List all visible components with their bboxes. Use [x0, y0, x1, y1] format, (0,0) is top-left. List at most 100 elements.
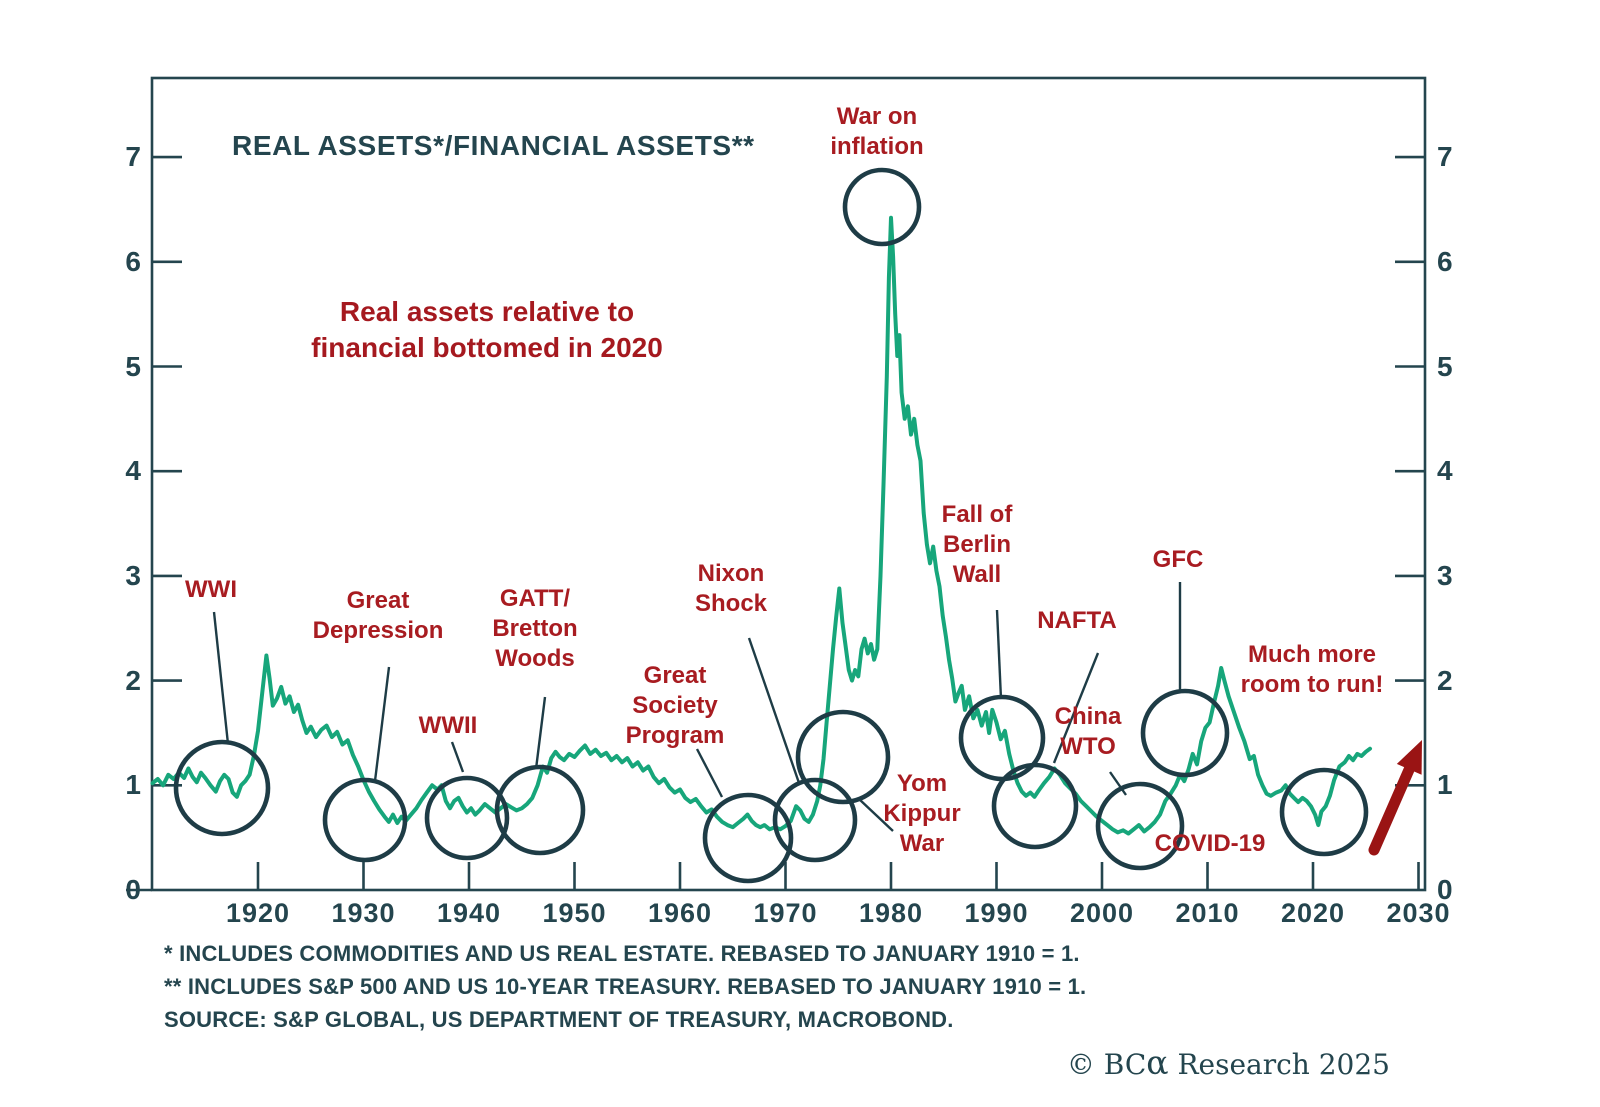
chart-subtitle: Real assets relative to financial bottom…: [311, 294, 663, 366]
x-axis-label-2010: 2010: [1175, 898, 1240, 928]
copyright-alpha: α: [1146, 1043, 1169, 1082]
y-axis-label-left-7: 7: [125, 141, 142, 173]
annotation-circle-war-on-inflation: [842, 167, 922, 247]
chart-subtitle-line-2: financial bottomed in 2020: [311, 332, 663, 363]
x-axis-label-1920: 1920: [225, 898, 291, 928]
annotation-label-gfc: GFC: [1153, 545, 1204, 575]
annotation-label-war-on-inflation: War on inflation: [830, 102, 923, 162]
annotation-label-gatt-bretton-woods: GATT/Bretton Woods: [492, 584, 577, 674]
annotation-label-line: Kippur: [883, 800, 961, 827]
y-axis-label-left-1: 1: [125, 769, 142, 801]
y-axis-label-right-4: 4: [1437, 455, 1454, 487]
annotation-label-line: Woods: [495, 645, 575, 672]
copyright-suffix: Research 2025: [1168, 1048, 1390, 1081]
annotation-pointer-nafta: [1052, 652, 1100, 764]
annotation-pointer-yom-kippur: [858, 798, 894, 832]
annotation-circle-covid-19: [1279, 767, 1369, 857]
annotation-label-line: inflation: [830, 133, 924, 160]
annotation-label-covid-19: COVID-19: [1155, 829, 1266, 859]
plot-frame: [150, 76, 1427, 892]
annotation-label-much-more-room: Much more room to run!: [1241, 640, 1384, 700]
x-axis-label-1960: 1960: [647, 898, 713, 928]
annotation-pointer-great-depression: [373, 666, 391, 782]
y-axis-label-right-1: 1: [1437, 769, 1454, 801]
annotation-label-line: Wall: [952, 561, 1002, 588]
annotation-label-line: Yom: [896, 770, 948, 797]
annotation-circle-great-society: [702, 792, 794, 884]
annotation-label-wwii: WWII: [419, 711, 478, 741]
annotation-label-line: Program: [625, 722, 725, 749]
annotation-label-line: Nixon: [697, 560, 765, 587]
annotation-pointer-nixon-shock: [747, 637, 801, 784]
y-axis-label-right-5: 5: [1437, 350, 1454, 382]
annotation-label-line: WWII: [418, 712, 478, 739]
y-axis-label-right-3: 3: [1437, 559, 1454, 591]
annotation-label-line: Berlin: [942, 531, 1012, 558]
annotation-label-line: WWI: [185, 576, 237, 603]
annotation-label-line: Bretton: [492, 615, 578, 642]
y-axis-label-left-2: 2: [125, 664, 142, 696]
annotation-label-yom-kippur: Yom Kippur War: [883, 769, 960, 859]
annotation-circle-nafta: [991, 762, 1079, 850]
y-axis-label-right-0: 0: [1437, 874, 1454, 905]
annotation-label-line: room to run!: [1240, 671, 1384, 698]
y-axis-label-left-4: 4: [125, 455, 142, 487]
x-axis-label-1980: 1980: [858, 898, 924, 928]
annotation-label-line: Society: [632, 692, 718, 719]
chart-title: REAL ASSETS*/FINANCIAL ASSETS**: [232, 130, 755, 161]
annotation-pointer-wwi: [212, 611, 230, 745]
annotation-circle-wwi: [173, 739, 271, 837]
annotation-circle-gatt-bretton-woods: [494, 764, 586, 856]
annotation-label-line: GATT/: [499, 585, 571, 612]
trend-arrow-head: [1396, 740, 1422, 775]
annotation-label-nixon-shock: Nixon Shock: [695, 559, 767, 619]
annotation-label-line: Fall of: [941, 501, 1013, 528]
annotation-pointer-china-wto: [1109, 771, 1127, 796]
x-axis-label-1970: 1970: [753, 898, 818, 928]
annotation-label-line: GFC: [1152, 546, 1204, 573]
annotation-pointer-wwii: [450, 741, 465, 773]
annotation-label-great-society: Great Society Program: [626, 661, 725, 751]
x-axis-label-1990: 1990: [964, 898, 1029, 928]
annotation-label-nafta: NAFTA: [1037, 606, 1117, 636]
annotation-circle-wwii: [424, 775, 510, 861]
x-axis-label-2020: 2020: [1280, 898, 1346, 928]
annotation-label-china-wto: China WTO: [1055, 702, 1122, 762]
annotation-label-line: Much more: [1247, 641, 1377, 668]
x-axis-label-1940: 1940: [436, 898, 502, 928]
y-axis-label-left-5: 5: [125, 350, 142, 382]
annotation-label-wwi: WWI: [185, 575, 237, 605]
x-axis-label-2000: 2000: [1069, 898, 1135, 928]
annotation-circle-nixon-shock: [772, 777, 858, 863]
y-axis-label-left-0: 0: [125, 874, 142, 905]
annotation-label-line: WTO: [1060, 733, 1116, 760]
annotation-pointer-great-society: [695, 748, 724, 798]
x-axis-label-2030: 2030: [1386, 898, 1451, 928]
annotation-label-line: Great: [346, 587, 410, 614]
copyright-bca-research: © BCα Research 2025: [1067, 1046, 1390, 1081]
footnote-real-assets: * INCLUDES COMMODITIES AND US REAL ESTAT…: [164, 941, 1080, 966]
annotation-label-line: War on: [836, 103, 918, 130]
annotation-circle-gfc: [1140, 688, 1230, 778]
chart-subtitle-line-1: Real assets relative to: [339, 296, 635, 327]
annotation-circle-yom-kippur: [795, 709, 891, 805]
footnote-financial-assets: ** INCLUDES S&P 500 AND US 10-YEAR TREAS…: [164, 974, 1087, 999]
trend-arrow-shaft: [1368, 758, 1418, 856]
y-axis-label-right-6: 6: [1437, 245, 1454, 277]
annotation-pointer-berlin-wall: [995, 609, 1003, 700]
x-axis-label-1950: 1950: [542, 898, 607, 928]
x-axis-label-1930: 1930: [331, 898, 396, 928]
y-axis-label-left-3: 3: [125, 559, 142, 591]
annotation-circle-china-wto: [1095, 781, 1185, 871]
annotation-label-line: China: [1054, 703, 1122, 730]
y-axis-label-right-7: 7: [1437, 141, 1454, 173]
annotation-label-great-depression: Great Depression: [313, 586, 444, 646]
annotation-label-line: Depression: [312, 617, 444, 644]
annotation-circle-great-depression: [322, 777, 408, 863]
annotation-label-line: NAFTA: [1037, 607, 1117, 634]
annotation-label-line: War: [899, 830, 945, 857]
annotation-label-berlin-wall: Fall of Berlin Wall: [942, 500, 1013, 590]
y-axis-label-left-6: 6: [125, 245, 142, 277]
